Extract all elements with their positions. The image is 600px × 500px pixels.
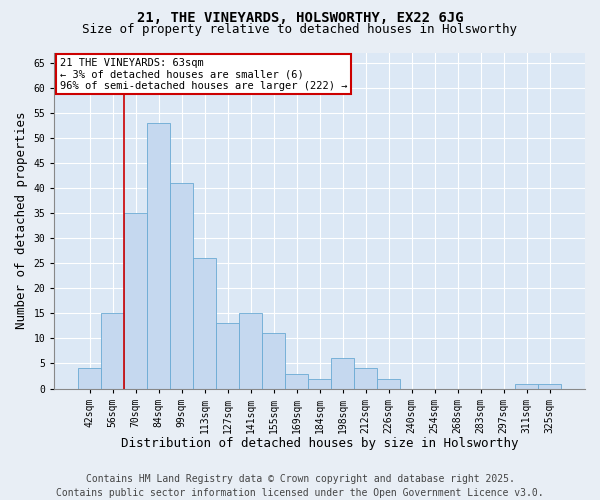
X-axis label: Distribution of detached houses by size in Holsworthy: Distribution of detached houses by size … <box>121 437 518 450</box>
Text: Contains HM Land Registry data © Crown copyright and database right 2025.
Contai: Contains HM Land Registry data © Crown c… <box>56 474 544 498</box>
Bar <box>538 384 561 388</box>
Bar <box>355 368 377 388</box>
Bar <box>79 368 101 388</box>
Text: Size of property relative to detached houses in Holsworthy: Size of property relative to detached ho… <box>83 24 517 36</box>
Bar <box>262 334 285 388</box>
Bar <box>286 374 308 388</box>
Bar <box>101 314 124 388</box>
Bar <box>193 258 216 388</box>
Bar <box>331 358 354 388</box>
Bar <box>377 378 400 388</box>
Bar <box>239 314 262 388</box>
Bar <box>170 183 193 388</box>
Bar <box>148 122 170 388</box>
Text: 21 THE VINEYARDS: 63sqm
← 3% of detached houses are smaller (6)
96% of semi-deta: 21 THE VINEYARDS: 63sqm ← 3% of detached… <box>59 58 347 90</box>
Bar <box>308 378 331 388</box>
Bar <box>124 213 147 388</box>
Bar <box>515 384 538 388</box>
Y-axis label: Number of detached properties: Number of detached properties <box>15 112 28 330</box>
Bar <box>217 324 239 388</box>
Text: 21, THE VINEYARDS, HOLSWORTHY, EX22 6JG: 21, THE VINEYARDS, HOLSWORTHY, EX22 6JG <box>137 11 463 25</box>
